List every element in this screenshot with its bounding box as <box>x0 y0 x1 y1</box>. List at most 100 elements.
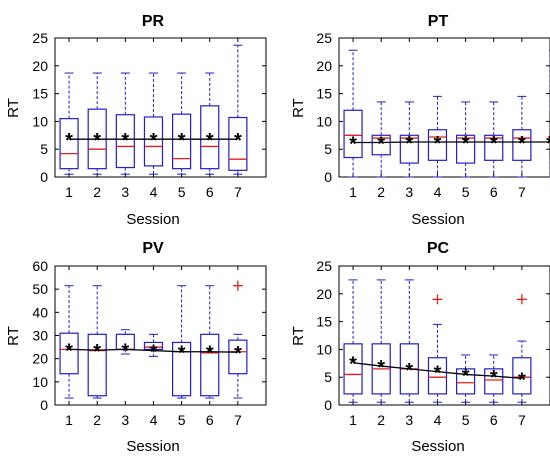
box-series-4 <box>143 333 164 357</box>
mean-line <box>353 141 550 144</box>
mean-line <box>69 348 238 353</box>
y-tick-label: 10 <box>316 341 332 357</box>
panel-title: PR <box>142 13 165 30</box>
x-tick-label: 1 <box>349 184 357 200</box>
box-series-7 <box>228 44 248 175</box>
mean-marker: * <box>434 363 442 385</box>
y-tick-label: 5 <box>324 369 332 385</box>
y-tick-label: 0 <box>40 169 48 185</box>
box-series-2 <box>371 101 391 178</box>
x-tick-label: 5 <box>178 184 186 200</box>
box-series-8 <box>548 49 550 178</box>
iqr-box <box>343 343 363 395</box>
box-series-7 <box>512 340 532 403</box>
box-series-1 <box>343 49 363 178</box>
plot-frame <box>54 265 267 406</box>
x-tick-label: 2 <box>377 184 385 200</box>
y-tick-label: 30 <box>32 328 48 344</box>
mean-marker: * <box>234 343 242 365</box>
y-tick-label: 20 <box>316 58 332 74</box>
iqr-box <box>143 341 164 351</box>
plot-frame <box>338 37 550 178</box>
iqr-box <box>399 134 419 164</box>
y-tick-label: 25 <box>316 30 332 46</box>
iqr-box <box>115 114 135 169</box>
iqr-box <box>455 368 476 395</box>
mean-marker: * <box>178 343 186 365</box>
panel-pt: PT Session RT 0 5 10 15 20 25 1 2 3 4 5 6 7 * * * * * * * * <box>290 13 550 228</box>
box-series-6 <box>484 101 504 178</box>
panel-title: PT <box>428 13 449 30</box>
mean-marker: * <box>150 342 158 364</box>
mean-marker: * <box>349 134 357 156</box>
iqr-box <box>200 333 220 397</box>
y-tick-label: 25 <box>32 30 48 46</box>
y-tick-label: 0 <box>324 397 332 413</box>
iqr-box <box>484 134 504 161</box>
mean-marker: * <box>206 343 214 365</box>
mean-marker: * <box>518 133 526 155</box>
x-tick-label: 3 <box>121 412 129 428</box>
mean-marker: * <box>405 360 413 382</box>
outlier-marker <box>516 294 527 305</box>
y-tick-label: 10 <box>32 113 48 129</box>
mean-marker: * <box>405 133 413 155</box>
x-tick-label: 6 <box>206 184 214 200</box>
mean-line <box>352 362 522 379</box>
panel-title: PV <box>142 240 164 257</box>
mean-marker: * <box>206 130 214 152</box>
y-tick-label: 5 <box>324 141 332 157</box>
box-series-4 <box>143 72 164 175</box>
panel-pv: PV Session RT 0 10 20 30 40 50 60 1 2 3 4 5 6 7 * * * * * *… <box>5 240 267 455</box>
y-tick-label: 15 <box>316 86 332 102</box>
x-tick-label: 7 <box>234 184 242 200</box>
mean-marker: * <box>93 130 101 152</box>
box-series-1 <box>343 279 363 403</box>
mean-marker: * <box>490 367 498 389</box>
box-series-7 <box>512 95 532 178</box>
y-axis-label: RT <box>290 98 307 118</box>
mean-marker: * <box>93 341 101 363</box>
x-tick-label: 2 <box>93 184 101 200</box>
mean-marker: * <box>234 130 242 152</box>
x-tick-label: 6 <box>490 184 498 200</box>
iqr-box <box>59 332 79 375</box>
mean-marker: * <box>349 354 357 376</box>
iqr-box <box>371 134 391 156</box>
outlier-marker <box>232 280 243 291</box>
plot-frame <box>54 37 267 178</box>
box-series-2 <box>87 72 107 175</box>
iqr-box <box>143 116 164 167</box>
iqr-box <box>59 118 79 170</box>
box-series-3 <box>115 72 135 175</box>
iqr-box <box>427 357 448 395</box>
iqr-box <box>200 105 220 170</box>
y-tick-label: 0 <box>40 397 48 413</box>
y-tick-label: 20 <box>316 286 332 302</box>
x-tick-label: 2 <box>93 412 101 428</box>
box-series-3 <box>399 101 419 178</box>
panel-pc: PC Session RT 0 5 10 15 20 25 1 2 3 4 5 6 7 * * * * * * * <box>290 240 550 455</box>
mean-marker: * <box>518 369 526 391</box>
y-tick-label: 20 <box>32 58 48 74</box>
mean-marker: * <box>121 340 129 362</box>
x-tick-label: 5 <box>178 412 186 428</box>
panel-title: PC <box>427 240 450 257</box>
x-tick-label: 3 <box>405 412 413 428</box>
box-series-5 <box>171 72 192 175</box>
iqr-box <box>484 368 504 395</box>
iqr-box <box>228 116 248 171</box>
iqr-box <box>455 134 476 164</box>
x-tick-label: 6 <box>490 412 498 428</box>
box-series-6 <box>484 354 504 403</box>
y-tick-label: 40 <box>32 304 48 320</box>
y-axis-label: RT <box>290 326 307 346</box>
box-series-6 <box>200 285 220 399</box>
x-axis-label: Session <box>411 211 464 228</box>
iqr-box <box>512 129 532 161</box>
outlier-marker <box>432 294 443 305</box>
y-tick-label: 10 <box>316 113 332 129</box>
y-tick-label: 60 <box>32 258 48 274</box>
box-series-4 <box>427 95 448 178</box>
